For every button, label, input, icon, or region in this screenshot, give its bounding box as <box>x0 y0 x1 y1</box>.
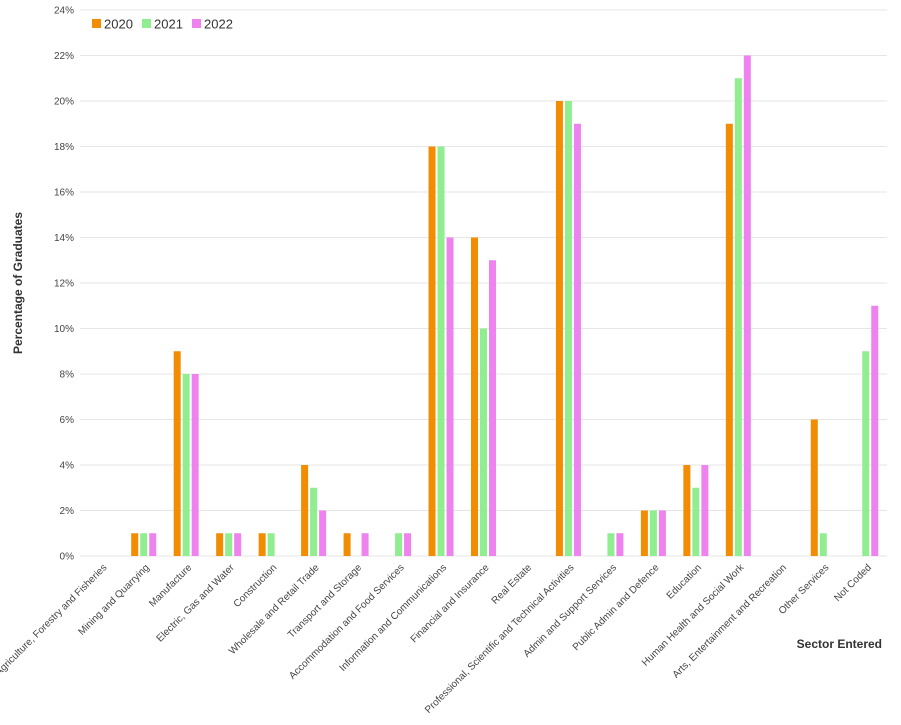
bar-2020[interactable] <box>173 351 181 556</box>
bar-2022[interactable] <box>616 533 624 556</box>
bar-2021[interactable] <box>649 510 657 557</box>
y-tick-label: 4% <box>60 461 75 472</box>
bar-2021[interactable] <box>819 533 827 556</box>
x-tick-label: Public Admin and Defence <box>571 562 662 653</box>
y-tick-label: 16% <box>54 188 74 199</box>
bar-2022[interactable] <box>701 465 709 556</box>
legend-label: 2021 <box>154 17 183 32</box>
bar-2022[interactable] <box>234 533 242 556</box>
x-tick-label: Transport and Storage <box>286 562 365 641</box>
bar-2020[interactable] <box>555 101 563 556</box>
y-tick-label: 6% <box>60 415 75 426</box>
x-tick-label: Mining and Quarrying <box>76 562 151 637</box>
y-tick-label: 18% <box>54 142 74 153</box>
bar-2020[interactable] <box>683 465 691 556</box>
bar-2020[interactable] <box>343 533 351 556</box>
bar-2021[interactable] <box>395 533 403 556</box>
bar-2020[interactable] <box>725 123 733 556</box>
bar-2022[interactable] <box>573 123 581 556</box>
x-tick-label: Real Estate <box>490 562 535 607</box>
y-tick-label: 0% <box>60 552 75 563</box>
bar-2021[interactable] <box>267 533 275 556</box>
y-tick-label: 10% <box>54 324 74 335</box>
bar-2021[interactable] <box>310 487 318 556</box>
bar-2020[interactable] <box>216 533 224 556</box>
bar-2022[interactable] <box>319 510 327 557</box>
bar-2021[interactable] <box>692 487 700 556</box>
y-tick-label: 14% <box>54 233 74 244</box>
legend-label: 2022 <box>204 17 233 32</box>
y-axis-title: Percentage of Graduates <box>11 212 25 354</box>
bar-2020[interactable] <box>810 419 818 557</box>
bar-2021[interactable] <box>437 146 445 557</box>
y-tick-label: 22% <box>54 51 74 62</box>
legend-item-2021[interactable]: 2021 <box>142 17 183 32</box>
x-axis-title: Sector Entered <box>797 637 882 651</box>
x-tick-label: Construction <box>232 562 279 609</box>
x-tick-label: Financial and Insurance <box>409 562 492 645</box>
bar-2022[interactable] <box>743 55 751 557</box>
x-tick-label: Education <box>665 562 704 601</box>
bar-2020[interactable] <box>640 510 648 557</box>
y-tick-label: 12% <box>54 279 74 290</box>
bar-2022[interactable] <box>404 533 412 556</box>
y-axis-ticks: 0% 2% 4% 6% 8% 10% 12% 14% 16% 18% 20% 22% 24% <box>54 6 74 563</box>
bar-2021[interactable] <box>564 101 572 556</box>
legend[interactable]: 2020 2021 2022 <box>92 17 233 32</box>
y-tick-label: 8% <box>60 370 75 381</box>
legend-swatch <box>92 19 101 28</box>
legend-item-2020[interactable]: 2020 <box>92 17 133 32</box>
x-tick-label: Not Coded <box>832 562 874 604</box>
bars <box>131 55 879 557</box>
bar-2020[interactable] <box>131 533 139 556</box>
bar-2021[interactable] <box>182 374 190 556</box>
bar-2021[interactable] <box>734 78 742 556</box>
bar-2021[interactable] <box>225 533 233 556</box>
bar-2022[interactable] <box>446 237 454 557</box>
bar-2022[interactable] <box>149 533 157 556</box>
bar-2021[interactable] <box>480 328 487 557</box>
bar-2022[interactable] <box>361 533 369 556</box>
x-tick-label: Wholesale and Retail Trade <box>227 562 322 657</box>
bar-2020[interactable] <box>258 533 266 556</box>
bar-2020[interactable] <box>471 237 478 557</box>
bar-2022[interactable] <box>871 305 879 556</box>
legend-label: 2020 <box>104 17 133 32</box>
x-tick-label: Manufacture <box>147 562 194 609</box>
bar-2021[interactable] <box>607 533 615 556</box>
bar-2020[interactable] <box>301 465 309 556</box>
legend-swatch <box>142 19 151 28</box>
bar-2022[interactable] <box>489 260 496 556</box>
bar-2020[interactable] <box>428 146 436 557</box>
x-tick-label: Professional, Scientific and Technical A… <box>423 562 576 715</box>
bar-2021[interactable] <box>862 351 870 556</box>
x-axis-ticks: Agriculture, Forestry and FisheriesMinin… <box>0 562 874 716</box>
y-tick-label: 24% <box>54 6 74 17</box>
x-tick-label: Electric, Gas and Water <box>155 562 238 645</box>
legend-item-2022[interactable]: 2022 <box>192 17 233 32</box>
legend-swatch <box>192 19 201 28</box>
bar-2022[interactable] <box>191 374 199 556</box>
bar-2021[interactable] <box>140 533 148 556</box>
bar-2022[interactable] <box>658 510 666 557</box>
y-tick-label: 2% <box>60 506 75 517</box>
y-tick-label: 20% <box>54 97 74 108</box>
